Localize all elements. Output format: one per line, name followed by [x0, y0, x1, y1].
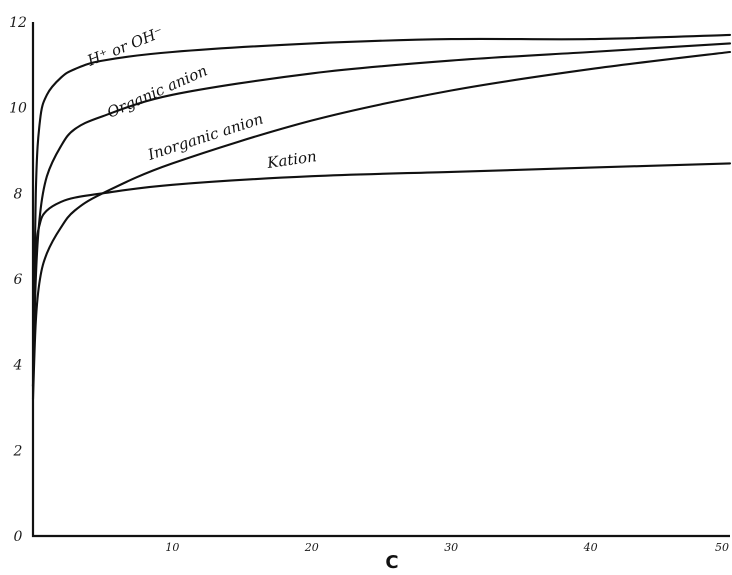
y-tick-label-8: 8: [14, 186, 23, 202]
series-label-kation: Kation: [265, 147, 318, 172]
y-tick-labels: 0 2 4 6 8 10 12: [9, 15, 27, 545]
y-tick-label-6: 6: [14, 272, 23, 288]
x-tick-label-10: 10: [165, 541, 179, 554]
y-tick-label-12: 12: [9, 15, 27, 31]
x-tick-label-30: 30: [444, 541, 458, 554]
y-tick-label-10: 10: [9, 101, 27, 117]
series-label-h-or-oh: H⁺ or OH⁻: [84, 23, 166, 70]
curve-kation: [33, 163, 730, 386]
x-tick-label-40: 40: [583, 541, 598, 554]
series-label-inorganic-anion: Inorganic anion: [145, 110, 266, 165]
y-tick-label-2: 2: [13, 443, 23, 459]
y-tick-label-0: 0: [14, 529, 23, 545]
curve-h-or-oh: [33, 35, 730, 386]
x-axis-label: C: [385, 552, 398, 573]
y-tick-label-4: 4: [13, 358, 23, 374]
x-tick-labels: 10 20 30 40 50: [165, 541, 729, 554]
x-tick-label-20: 20: [304, 541, 319, 554]
x-tick-label-50: 50: [715, 541, 729, 554]
